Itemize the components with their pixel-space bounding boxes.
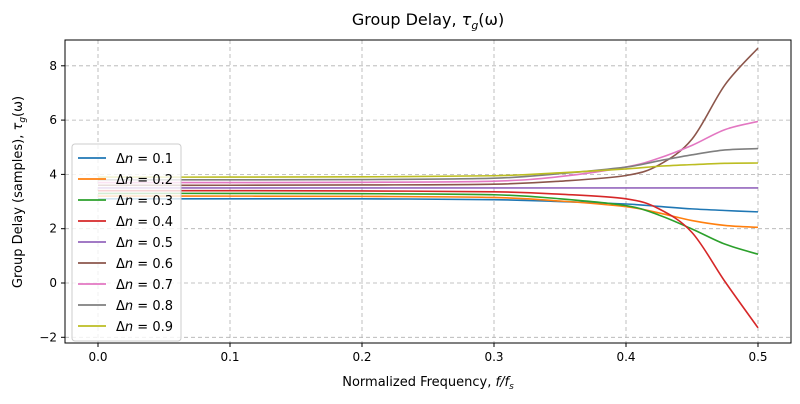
series-line-6 — [97, 47, 759, 187]
grid — [65, 40, 791, 343]
legend-entry: Δn = 0.4 — [116, 215, 173, 230]
plot-frame — [64, 39, 792, 344]
x-tick-label: 0.2 — [352, 350, 371, 364]
legend: Δn = 0.1 Δn = 0.2 Δn = 0.3 Δn = 0.4 Δn = 0.5… — [71, 143, 182, 342]
y-tick-label: 0 — [49, 276, 57, 290]
x-tick-label: 0.4 — [616, 350, 635, 364]
y-tick-label: −2 — [39, 330, 57, 344]
legend-entry: Δn = 0.3 — [116, 194, 173, 209]
axis-ticks: 0.0 0.1 0.2 0.3 0.4 0.5 −2 0 2 4 6 8 — [39, 59, 767, 364]
legend-entry: Δn = 0.9 — [116, 320, 173, 335]
x-tick-label: 0.5 — [748, 350, 767, 364]
x-tick-label: 0.0 — [88, 350, 107, 364]
legend-entry: Δn = 0.7 — [116, 278, 173, 293]
legend-entry: Δn = 0.5 — [116, 236, 173, 251]
y-tick-label: 8 — [49, 59, 57, 73]
y-tick-label: 4 — [49, 167, 57, 181]
legend-entry: Δn = 0.8 — [116, 299, 173, 314]
series-line-7 — [97, 120, 759, 184]
y-axis-label: Group Delay (samples), τg(ω) — [11, 96, 28, 288]
x-tick-label: 0.3 — [484, 350, 503, 364]
legend-entry: Δn = 0.2 — [116, 173, 173, 188]
legend-entry: Δn = 0.1 — [116, 152, 173, 167]
legend-box — [71, 143, 182, 342]
x-tick-label: 0.1 — [220, 350, 239, 364]
series-line-8 — [97, 147, 759, 181]
series-line-4 — [97, 189, 759, 329]
series-lines — [97, 47, 759, 329]
series-line-9 — [97, 162, 759, 178]
x-axis-label: Normalized Frequency, f/fs — [342, 375, 514, 392]
y-tick-label: 6 — [49, 113, 57, 127]
chart-title: Group Delay, τg(ω) — [352, 10, 504, 32]
legend-entry: Δn = 0.6 — [116, 257, 173, 272]
series-line-2 — [97, 195, 759, 229]
y-tick-label: 2 — [49, 222, 57, 236]
series-line-3 — [97, 192, 759, 255]
series-line-1 — [97, 197, 759, 213]
